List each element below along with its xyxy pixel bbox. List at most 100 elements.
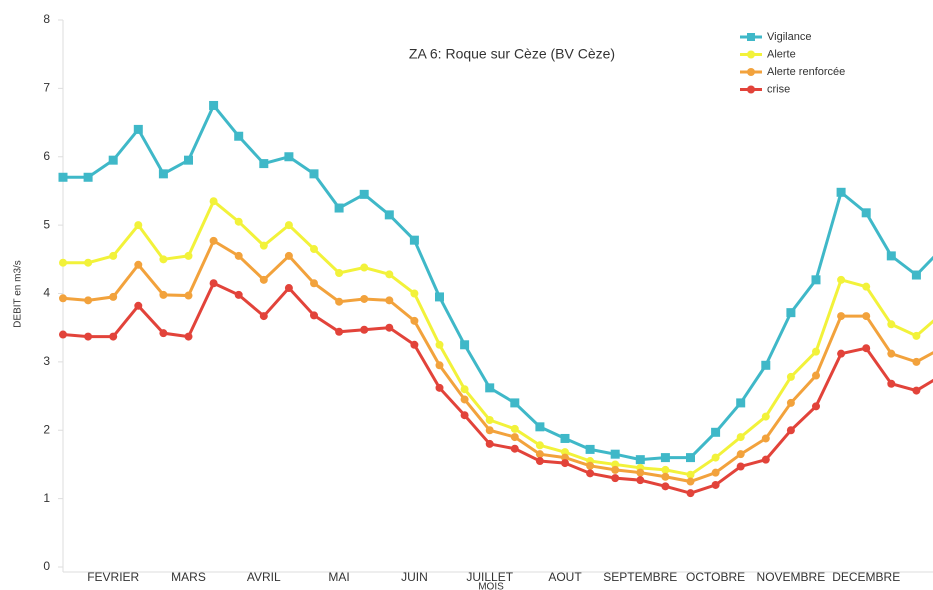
series-line — [62, 281, 933, 495]
point — [435, 340, 444, 349]
point — [435, 361, 444, 370]
point — [284, 221, 293, 230]
point — [887, 320, 896, 329]
point — [686, 453, 695, 463]
x-tick-label: AVRIL — [247, 570, 281, 584]
point — [234, 131, 244, 141]
series-line — [62, 238, 933, 484]
legend-label: Alerte — [767, 48, 796, 60]
point — [335, 327, 344, 336]
x-tick-label: JUILLET — [466, 570, 513, 584]
point — [209, 236, 218, 245]
point — [159, 290, 168, 299]
point — [686, 477, 695, 486]
point — [159, 329, 168, 338]
point — [460, 385, 469, 394]
point — [209, 279, 218, 288]
point — [109, 251, 118, 260]
point — [636, 468, 645, 477]
point — [661, 465, 670, 474]
point — [561, 459, 569, 468]
point — [761, 434, 770, 443]
point — [209, 197, 218, 206]
point — [385, 296, 394, 305]
point — [912, 331, 921, 340]
point — [184, 332, 193, 341]
point — [84, 296, 93, 305]
point — [837, 349, 846, 358]
point — [887, 349, 896, 358]
point — [134, 221, 143, 230]
legend-marker — [747, 68, 755, 76]
point — [184, 291, 193, 300]
point — [510, 398, 520, 408]
point — [535, 422, 545, 432]
point — [158, 169, 168, 179]
x-tick-label: SEPTEMBRE — [603, 570, 677, 584]
point — [586, 461, 595, 470]
point — [535, 450, 544, 459]
y-tick-label: 5 — [43, 217, 50, 231]
legend-marker — [747, 85, 755, 94]
x-tick-label: FEVRIER — [87, 570, 139, 584]
point — [108, 155, 118, 165]
point — [360, 263, 369, 272]
x-tick-label: MARS — [171, 570, 206, 584]
x-axis-label: MOIS — [478, 582, 504, 590]
point — [384, 210, 394, 220]
point — [586, 469, 595, 478]
point — [761, 360, 771, 370]
point — [410, 289, 419, 298]
point — [485, 426, 494, 435]
point — [485, 439, 494, 448]
series-line — [63, 102, 933, 462]
point — [460, 340, 470, 350]
point — [435, 383, 444, 392]
point — [485, 415, 494, 424]
point — [485, 383, 495, 393]
point — [635, 455, 645, 465]
point — [259, 159, 269, 169]
point — [736, 450, 745, 459]
point — [510, 424, 519, 433]
point — [761, 455, 770, 464]
point — [862, 344, 871, 353]
point — [561, 453, 569, 462]
legend-label: Alerte renforcée — [767, 66, 845, 78]
point — [335, 297, 344, 306]
x-tick-label: AOUT — [548, 570, 582, 584]
series-line — [63, 198, 933, 477]
point — [560, 433, 570, 443]
point — [686, 489, 695, 498]
point — [837, 312, 846, 321]
point — [360, 294, 369, 303]
point — [234, 217, 243, 226]
point — [460, 395, 469, 404]
x-tick-label: MAI — [328, 570, 349, 584]
y-axis-label: DEBIT en m3/s — [13, 260, 24, 328]
point — [234, 290, 243, 299]
point — [309, 169, 319, 179]
point — [284, 284, 293, 293]
point — [912, 357, 921, 366]
point — [611, 465, 620, 474]
point — [385, 270, 394, 279]
point — [360, 325, 369, 334]
y-tick-label: 1 — [43, 491, 50, 505]
point — [812, 402, 820, 411]
point — [359, 189, 369, 199]
point — [510, 433, 519, 442]
point — [83, 172, 93, 182]
point — [686, 470, 695, 479]
point — [836, 187, 846, 197]
point — [661, 472, 670, 481]
point — [284, 251, 293, 260]
point — [711, 480, 720, 489]
y-tick-label: 7 — [43, 81, 50, 95]
point — [133, 124, 143, 134]
point — [861, 208, 871, 218]
y-tick-label: 4 — [43, 286, 50, 300]
point — [812, 371, 820, 380]
point — [234, 251, 243, 260]
point — [460, 411, 469, 420]
